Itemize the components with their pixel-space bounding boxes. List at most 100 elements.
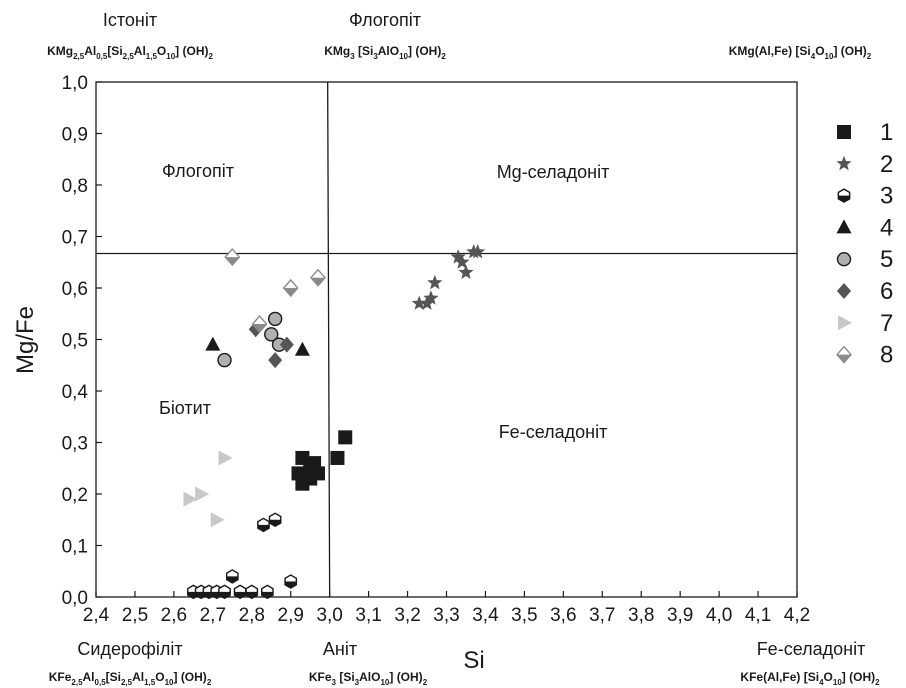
legend-label: 2 [880, 151, 893, 178]
end-member-top-center-formula: KMg3 [Si3AlO10] (OH)2 [324, 44, 446, 61]
data-point-series-3 [245, 584, 259, 600]
data-point-series-6 [837, 283, 851, 299]
y-tick-label: 0,0 [62, 588, 88, 609]
data-point-series-1 [303, 471, 318, 486]
legend-label: 8 [880, 342, 893, 369]
data-point-series-1 [330, 450, 345, 465]
end-member-top-left-name: Істоніт [103, 10, 157, 30]
region-label-phlogopite: Флогопіт [162, 161, 234, 181]
data-point-series-7 [218, 450, 233, 466]
y-tick-label: 0,2 [62, 485, 88, 506]
data-point-series-3 [233, 584, 247, 600]
region-label-mg-celadonite: Mg-селадоніт [497, 162, 610, 182]
data-point-series-2 [836, 155, 852, 171]
end-member-bottom-left-name: Сидерофіліт [77, 639, 182, 659]
x-tick-label: 3,6 [550, 605, 576, 626]
end-member-bottom-center-formula: KFe3 [Si3AlO10] (OH)2 [309, 670, 428, 687]
x-tick-label: 2,6 [161, 605, 187, 626]
data-point-series-2 [427, 274, 443, 290]
data-point-series-6 [279, 336, 294, 353]
y-tick-label: 0,9 [62, 125, 88, 146]
data-point-series-5 [836, 252, 852, 267]
y-tick-label: 0,6 [62, 279, 88, 300]
end-member-bottom-left-formula: KFe2,5Al0,5[Si2,5Al1,5O10] (OH)2 [49, 670, 212, 687]
end-member-top-center-name: Флогопіт [349, 10, 421, 30]
plot-frame [95, 81, 798, 598]
x-tick-label: 3,0 [316, 605, 342, 626]
data-point-series-3 [256, 517, 270, 533]
data-point-series-3 [218, 584, 232, 600]
x-tick-label: 3,4 [472, 605, 499, 626]
legend-label: 6 [880, 278, 893, 305]
data-point-series-3 [225, 569, 239, 584]
data-point-series-1 [338, 430, 353, 445]
y-tick-label: 0,3 [62, 434, 88, 455]
x-tick-label: 2,4 [83, 605, 110, 626]
x-tick-label: 3,8 [628, 605, 654, 626]
x-tick-label: 2,9 [278, 605, 304, 626]
x-tick-label: 3,2 [394, 605, 420, 626]
data-point-series-6 [268, 352, 283, 369]
x-tick-label: 3,1 [355, 605, 381, 626]
data-point-series-4 [205, 336, 221, 351]
region-label-fe-celadonite: Fe-селадоніт [499, 422, 608, 442]
x-tick-label: 3,5 [511, 605, 537, 626]
data-point-series-8 [310, 268, 326, 287]
end-member-top-left-formula: KMg2,5Al0,5[Si2,5Al1,5O10] (OH)2 [47, 44, 213, 61]
end-member-bottom-right-name: Fe-селадоніт [757, 639, 866, 659]
y-tick-label: 0,7 [62, 228, 88, 249]
x-tick-label: 4,0 [706, 605, 732, 626]
x-tick-label: 2,5 [122, 605, 148, 626]
data-point-series-7 [838, 315, 852, 331]
plot-area [95, 81, 798, 598]
data-point-series-3 [260, 584, 274, 600]
y-tick-label: 0,5 [62, 331, 88, 352]
end-member-bottom-center-name: Аніт [323, 639, 357, 659]
data-point-series-8 [836, 345, 852, 364]
y-tick-label: 0,1 [62, 537, 88, 558]
data-point-series-5 [264, 327, 279, 342]
end-member-top-right-formula: KMg(Al,Fe) [Si4O10] (OH)2 [729, 44, 872, 61]
legend-label: 7 [880, 310, 893, 337]
legend-label: 3 [880, 183, 893, 210]
x-tick-label: 3,3 [433, 605, 459, 626]
legend-label: 5 [880, 246, 893, 273]
data-point-series-2 [458, 264, 474, 280]
legend: 1 2 3 4 5 6 7 8 [836, 119, 893, 369]
data-point-series-7 [195, 486, 210, 502]
data-point-series-8 [282, 278, 299, 298]
x-tick-label: 4,2 [784, 605, 810, 626]
y-tick-label: 1,0 [62, 73, 88, 94]
data-point-series-2 [470, 243, 486, 259]
data-point-series-8 [224, 248, 241, 267]
data-point-series-4 [836, 219, 852, 234]
y-axis-title: Mg/Fe [12, 306, 39, 374]
y-axis: 0,0 0,1 0,2 0,3 0,4 0,5 0,6 0,7 0,8 0,9 1,0 [62, 73, 102, 609]
x-tick-label: 3,9 [667, 605, 693, 626]
x-tick-label: 3,7 [589, 605, 615, 626]
data-point-series-7 [183, 491, 198, 507]
legend-label: 4 [880, 214, 893, 241]
data-point-series-2 [450, 249, 466, 264]
data-point-series-3 [284, 574, 298, 589]
region-label-biotite: Біотит [159, 398, 211, 418]
data-points [183, 243, 486, 600]
data-point-series-7 [210, 512, 225, 528]
data-point-series-3 [268, 512, 282, 528]
data-point-series-3 [837, 188, 851, 203]
x-tick-label: 2,8 [239, 605, 265, 626]
data-point-series-4 [294, 341, 310, 356]
data-point-series-2 [423, 290, 439, 305]
data-point-series-2 [454, 254, 470, 269]
data-point-series-5 [267, 311, 283, 327]
legend-label: 1 [880, 119, 893, 146]
data-point-series-1 [837, 125, 851, 139]
data-point-series-2 [411, 295, 427, 310]
vertical-divider-line [327, 81, 331, 598]
y-tick-label: 0,8 [62, 176, 88, 197]
y-tick-label: 0,4 [62, 382, 89, 403]
x-axis: 2,4 2,5 2,6 2,7 2,8 2,9 3,0 3,1 3,2 3,3 3,4 3,5 3,6 3… [83, 591, 810, 626]
x-axis-title: Si [463, 647, 484, 674]
x-tick-label: 4,1 [745, 605, 771, 626]
